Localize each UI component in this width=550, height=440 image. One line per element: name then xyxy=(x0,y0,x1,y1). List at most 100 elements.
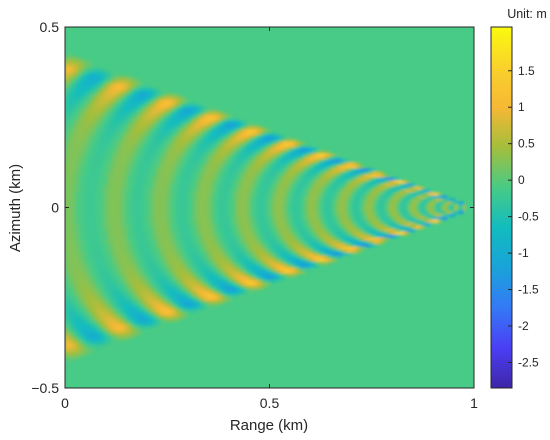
heat-cell xyxy=(114,204,118,209)
heat-cell xyxy=(176,135,181,139)
heat-cell xyxy=(332,183,336,188)
heat-cell xyxy=(452,207,456,212)
heat-cell xyxy=(288,171,292,176)
heat-cell xyxy=(144,177,148,182)
heat-cell xyxy=(75,120,80,124)
heat-cell xyxy=(280,231,284,236)
heat-cell xyxy=(184,162,189,166)
heat-cell xyxy=(86,222,91,227)
heat-cell xyxy=(81,177,85,182)
heat-cell xyxy=(315,207,320,212)
heat-cell xyxy=(416,222,421,227)
heat-cell xyxy=(130,159,134,163)
heat-cell xyxy=(92,66,96,70)
heat-cell xyxy=(84,168,88,172)
heat-cell xyxy=(299,231,303,236)
heat-cell xyxy=(65,159,69,163)
heat-cell xyxy=(78,57,82,61)
heat-cell xyxy=(133,138,137,142)
heat-cell xyxy=(122,144,126,148)
heat-cell xyxy=(70,78,74,82)
heat-cell xyxy=(384,192,388,197)
heat-cell xyxy=(70,192,74,197)
heat-cell xyxy=(195,216,200,221)
heat-cell xyxy=(291,141,295,145)
heat-cell xyxy=(397,213,401,218)
heat-cell xyxy=(403,204,407,209)
heat-cell xyxy=(247,216,252,221)
heat-cell xyxy=(160,165,164,169)
heat-cell xyxy=(124,135,129,139)
heat-cell xyxy=(468,207,472,212)
heat-cell xyxy=(78,105,82,109)
heat-cell xyxy=(234,222,238,227)
heat-cell xyxy=(427,222,431,227)
heat-cell xyxy=(141,177,145,182)
heat-cell xyxy=(184,108,189,112)
heat-cell xyxy=(266,159,271,163)
heat-cell xyxy=(89,135,93,139)
heat-cell xyxy=(294,210,298,215)
heat-cell xyxy=(114,147,118,151)
heat-cell xyxy=(171,135,175,139)
heat-cell xyxy=(253,180,257,185)
heat-cell xyxy=(234,204,238,209)
heat-cell xyxy=(187,150,192,154)
heat-cell xyxy=(242,162,246,166)
heat-cell xyxy=(75,138,80,142)
heat-cell xyxy=(225,198,230,203)
heat-cell xyxy=(108,102,112,106)
heat-cell xyxy=(67,81,72,85)
heat-cell xyxy=(138,207,142,212)
heat-cell xyxy=(427,210,431,215)
heat-cell xyxy=(313,174,317,179)
heat-cell xyxy=(168,153,172,157)
heat-cell xyxy=(89,120,93,124)
heat-cell xyxy=(116,96,121,100)
heat-cell xyxy=(122,120,126,124)
heat-cell xyxy=(174,231,178,236)
heat-cell xyxy=(81,108,85,112)
heat-cell xyxy=(174,168,178,172)
heat-cell xyxy=(89,66,93,70)
heat-cell xyxy=(157,126,162,130)
heat-cell xyxy=(138,177,142,182)
heat-cell xyxy=(204,120,208,124)
heat-cell xyxy=(310,234,314,239)
heat-cell xyxy=(294,177,298,182)
heat-cell xyxy=(163,189,167,194)
heat-cell xyxy=(329,159,333,163)
heat-cell xyxy=(288,207,292,212)
heat-cell xyxy=(250,165,254,169)
heat-cell xyxy=(92,234,96,239)
heat-cell xyxy=(220,153,224,157)
heat-cell xyxy=(127,129,132,133)
heat-cell xyxy=(277,186,282,191)
heat-cell xyxy=(253,147,257,151)
heat-cell xyxy=(119,186,123,191)
heat-cell xyxy=(228,138,232,142)
heat-cell xyxy=(149,162,153,166)
heat-cell xyxy=(171,165,175,169)
heat-cell xyxy=(179,177,183,182)
heat-cell xyxy=(100,105,104,109)
heat-cell xyxy=(73,210,77,215)
heat-cell xyxy=(242,159,246,163)
heat-cell xyxy=(247,231,252,236)
heat-cell xyxy=(375,177,380,182)
heat-cell xyxy=(165,135,170,139)
heat-cell xyxy=(274,144,279,148)
heat-cell xyxy=(362,222,366,227)
heat-cell xyxy=(195,231,200,236)
heat-cell xyxy=(103,129,107,133)
heat-cell xyxy=(285,198,290,203)
heat-cell xyxy=(394,234,399,239)
heat-cell xyxy=(179,207,183,212)
heat-cell xyxy=(138,81,142,85)
heat-cell xyxy=(111,228,115,233)
heat-cell xyxy=(294,162,298,166)
heat-cell xyxy=(141,225,145,230)
heat-cell xyxy=(340,222,344,227)
heat-cell xyxy=(381,183,385,188)
heat-cell xyxy=(154,204,159,209)
